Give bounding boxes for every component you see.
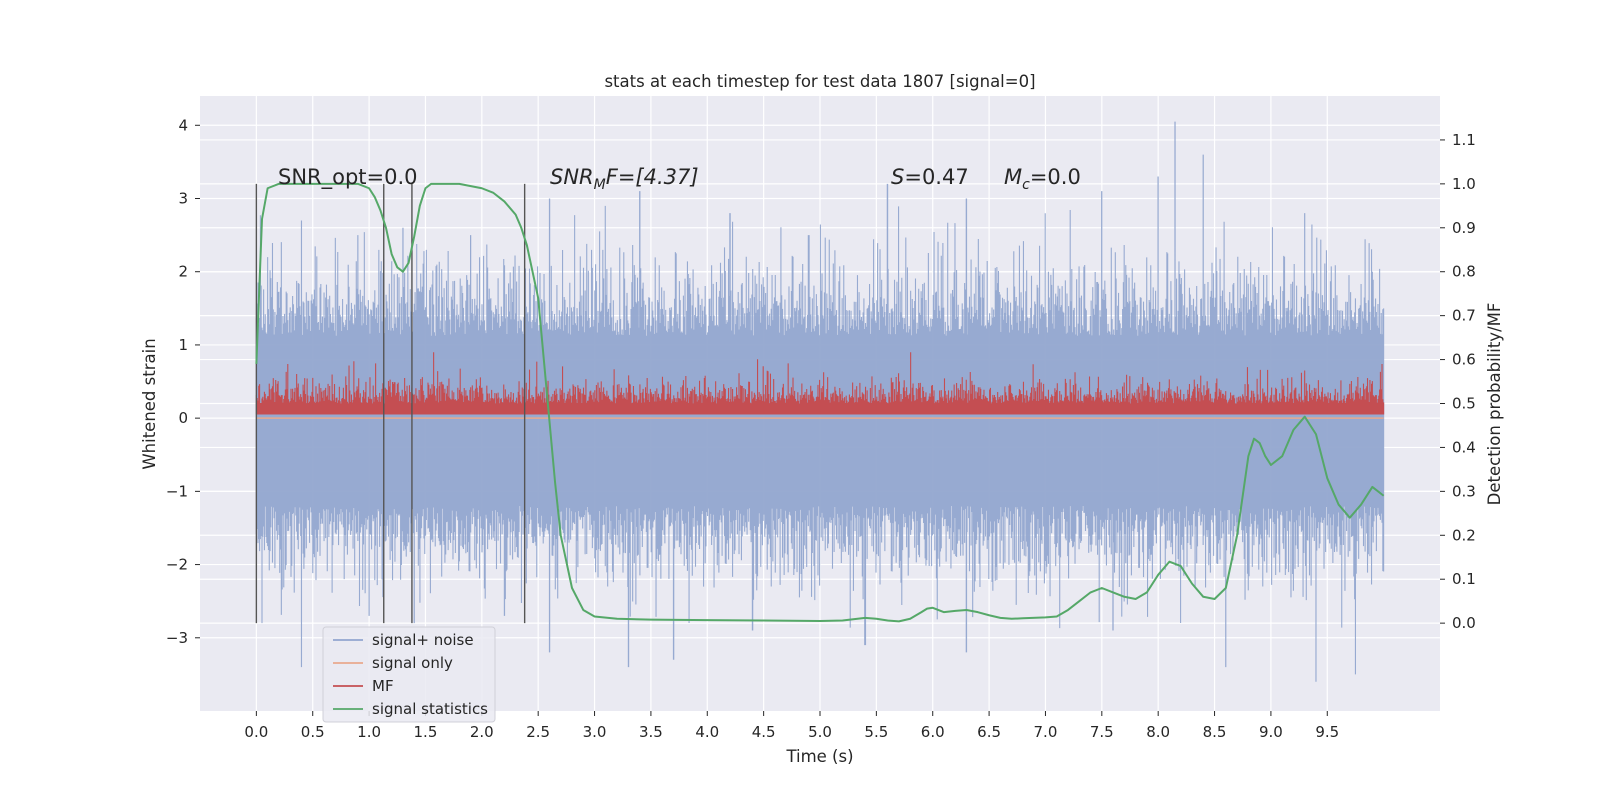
- plot-content: [255, 121, 1385, 682]
- signal-statistics-line: [255, 182, 1385, 623]
- x-tick-label: 5.5: [864, 723, 888, 741]
- y-tick-label: 4: [178, 116, 188, 134]
- x-tick-label: 3.5: [639, 723, 663, 741]
- y-axis-left-ticks: 4 3 2 1 0 −1 −2 −3: [166, 116, 200, 647]
- annotation-snr-opt: SNR_opt=0.0: [278, 165, 418, 190]
- x-tick-label: 4.5: [752, 723, 776, 741]
- y-right-tick-label: 0.5: [1452, 395, 1476, 413]
- legend-label-signal-noise: signal+ noise: [372, 631, 474, 649]
- annotation-mc: Mc=0.0: [1004, 165, 1081, 193]
- y-right-tick-label: 0.2: [1452, 526, 1476, 544]
- annotation-s: S=0.47: [891, 165, 969, 189]
- y-axis-right-ticks: 1.1 1.0 0.9 0.8 0.7 0.6 0.5 0.4 0.3 0.2 0.1 0.0: [1440, 131, 1476, 632]
- y-axis-right-label: Detection probability/MF: [1485, 303, 1504, 506]
- x-tick-label: 7.5: [1090, 723, 1114, 741]
- annotation-mc-value: =0.0: [1030, 165, 1081, 189]
- y-right-tick-label: 0.3: [1452, 482, 1476, 500]
- x-axis-ticks: 0.0 0.5 1.0 1.5 2.0 2.5 3.0 3.5 4.0 4.5 5.0 5.5 6.0 6…: [244, 711, 1339, 741]
- annotation-snr-mf-symbol: SNR: [550, 165, 594, 189]
- x-tick-label: 2.5: [526, 723, 550, 741]
- y-right-tick-label: 0.6: [1452, 351, 1476, 369]
- x-tick-label: 3.0: [583, 723, 607, 741]
- y-right-tick-label: 0.0: [1452, 614, 1476, 632]
- annotation-mc-symbol: M: [1004, 165, 1022, 189]
- annotation-s-symbol: S: [891, 165, 904, 189]
- x-axis-label: Time (s): [785, 747, 853, 766]
- y-right-tick-label: 1.1: [1452, 131, 1476, 149]
- y-tick-label: 2: [178, 263, 188, 281]
- legend: signal+ noise signal only MF signal stat…: [322, 626, 496, 723]
- x-tick-label: 5.0: [808, 723, 832, 741]
- x-tick-label: 7.0: [1034, 723, 1058, 741]
- y-right-tick-label: 0.1: [1452, 570, 1476, 588]
- annotation-snr-mf-subscript: M: [594, 177, 606, 193]
- legend-label-signal-statistics: signal statistics: [372, 700, 488, 718]
- annotation-snr-mf: SNRMF=[4.37]: [550, 165, 699, 193]
- x-tick-label: 6.0: [921, 723, 945, 741]
- marker-lines: [255, 183, 526, 624]
- x-tick-label: 6.5: [977, 723, 1001, 741]
- series-signal-statistics: [255, 182, 1385, 623]
- y-right-tick-label: 0.4: [1452, 438, 1476, 456]
- legend-box: [322, 626, 496, 723]
- annotation-s-value: =0.47: [904, 165, 968, 189]
- legend-label-signal-only: signal only: [372, 654, 453, 672]
- x-tick-label: 8.0: [1146, 723, 1170, 741]
- y-axis-left-label: Whitened strain: [140, 338, 159, 469]
- x-tick-label: 9.0: [1259, 723, 1283, 741]
- y-right-tick-label: 0.8: [1452, 263, 1476, 281]
- x-tick-label: 1.5: [414, 723, 438, 741]
- y-tick-label: 1: [178, 336, 188, 354]
- chart-title: stats at each timestep for test data 180…: [604, 72, 1035, 91]
- annotation-mc-subscript: c: [1022, 177, 1030, 193]
- x-tick-label: 8.5: [1203, 723, 1227, 741]
- y-tick-label: 0: [178, 409, 188, 427]
- y-right-tick-label: 0.7: [1452, 307, 1476, 325]
- x-tick-label: 2.0: [470, 723, 494, 741]
- x-tick-label: 0.0: [244, 723, 268, 741]
- legend-label-mf: MF: [372, 677, 394, 695]
- y-tick-label: 3: [178, 190, 188, 208]
- x-tick-label: 9.5: [1315, 723, 1339, 741]
- x-tick-label: 1.0: [357, 723, 381, 741]
- y-right-tick-label: 0.9: [1452, 219, 1476, 237]
- y-tick-label: −1: [166, 482, 188, 500]
- y-tick-label: −3: [166, 629, 188, 647]
- annotation-snr-mf-tail: F=[4.37]: [606, 165, 699, 189]
- x-tick-label: 4.0: [695, 723, 719, 741]
- y-right-tick-label: 1.0: [1452, 175, 1476, 193]
- y-tick-label: −2: [166, 556, 188, 574]
- x-tick-label: 0.5: [301, 723, 325, 741]
